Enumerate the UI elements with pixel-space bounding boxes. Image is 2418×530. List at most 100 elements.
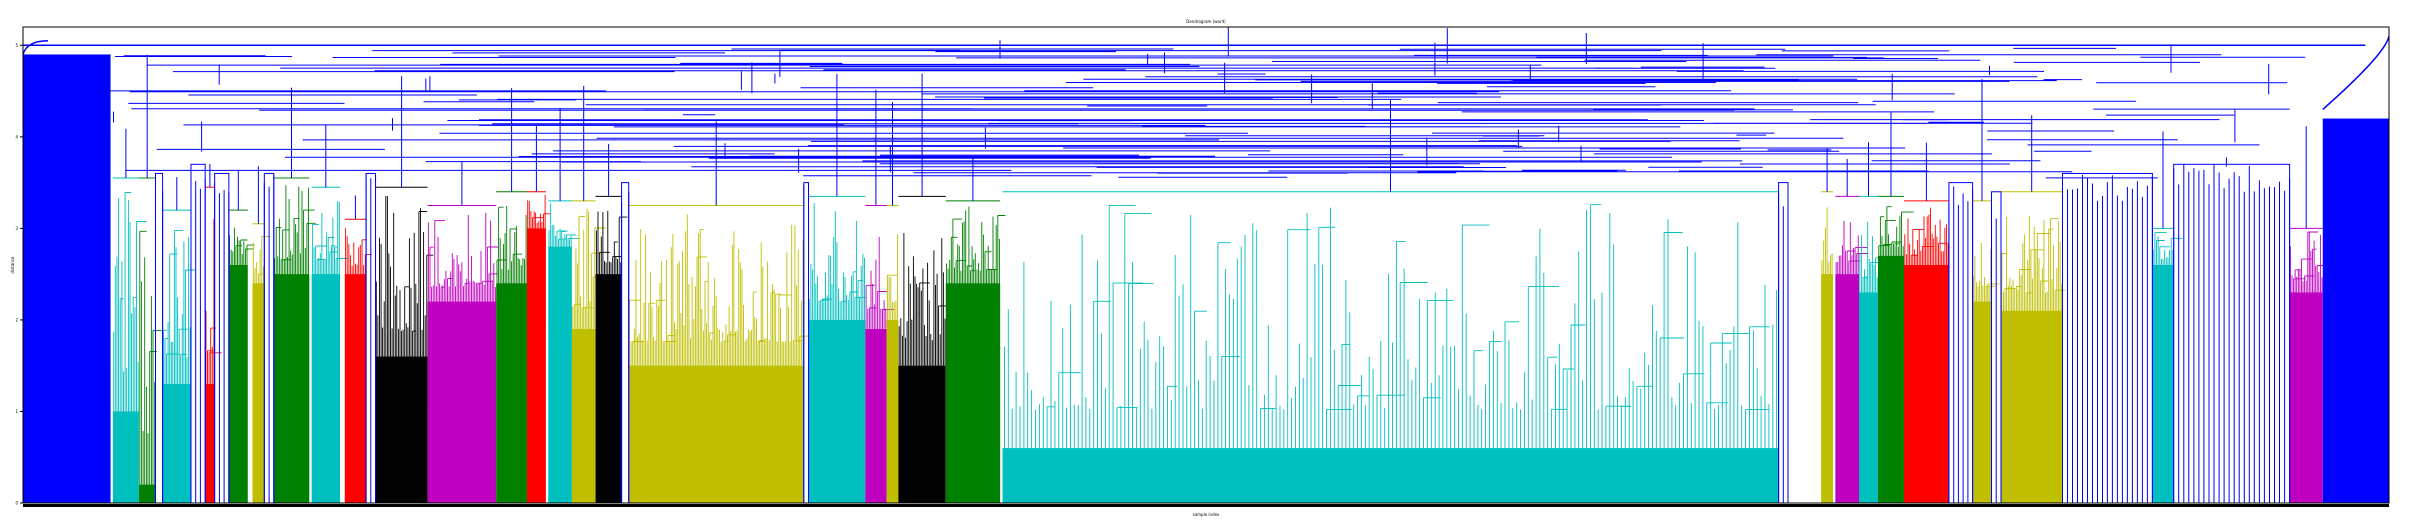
y-tick-label: 4 (15, 134, 18, 139)
cluster-7 (273, 177, 316, 503)
cluster-leaf-block (898, 365, 946, 503)
cluster-21 (898, 195, 948, 503)
cluster-6 (252, 223, 271, 503)
upper-merge-lines (77, 47, 2306, 179)
cluster-11 (427, 205, 499, 503)
cluster-leaf-block (1972, 301, 1992, 503)
cluster-branches (898, 233, 948, 476)
cluster-branches (113, 192, 147, 503)
cluster-branches (427, 212, 499, 411)
cluster-12 (496, 191, 527, 503)
cluster-28 (1903, 200, 1949, 503)
cluster-branches (527, 194, 551, 332)
root-right-curve (2322, 35, 2390, 110)
cluster-13 (526, 191, 551, 503)
cluster-branches (274, 185, 316, 383)
cluster-16 (595, 195, 628, 503)
y-axis: 0 1 2 3 4 5 (15, 43, 23, 506)
gap-branches (1991, 194, 2002, 503)
cluster-branches (808, 202, 867, 423)
cluster-branches (496, 205, 527, 391)
dendrogram-tree (22, 26, 2390, 504)
y-axis-label: distance (10, 256, 15, 273)
cluster-branches (595, 210, 628, 359)
cluster-30 (2000, 191, 2066, 503)
y-tick-label: 0 (15, 501, 18, 506)
cluster-leaf-block (1002, 448, 1779, 503)
x-axis (23, 504, 2389, 507)
cluster-leaf-block (311, 274, 341, 503)
cluster-leaf-block (1877, 255, 1904, 503)
cluster-1 (112, 177, 147, 503)
cluster-branches (548, 203, 580, 357)
cluster-23 (1002, 191, 1779, 503)
cluster-8 (311, 186, 348, 503)
cluster-31 (2152, 227, 2183, 503)
cluster-branches (1878, 206, 1914, 366)
y-tick-label: 3 (15, 226, 18, 231)
cluster-branches (205, 219, 222, 469)
cluster-18 (808, 195, 867, 503)
cluster-leaf-block (1821, 274, 1833, 503)
cluster-leaf-block (2289, 292, 2323, 503)
cluster-29 (1972, 200, 2000, 503)
cluster-branches (1835, 221, 1868, 362)
cluster-branches (345, 228, 372, 377)
cluster-branches (946, 206, 1006, 391)
cluster-leaf-block (1903, 265, 1949, 503)
gap-branches (190, 166, 206, 503)
gap-branches (1778, 193, 1789, 503)
cluster-20 (886, 205, 899, 503)
cluster-branches (252, 235, 271, 393)
x-leaf-ticks (23, 504, 2389, 507)
cluster-4 (205, 186, 222, 503)
cluster-9 (344, 218, 372, 503)
cluster-branches (1972, 243, 2000, 405)
chart-title: Dendrogram (ward) (1186, 19, 1226, 24)
left-blue-region (23, 54, 111, 503)
cluster-branches (1821, 207, 1833, 381)
gap-branches (621, 192, 630, 503)
gap-branches (155, 190, 164, 503)
plot-frame (22, 26, 2390, 504)
cluster-branches (229, 227, 255, 372)
cluster-branches (139, 230, 163, 500)
cluster-leaf-block (252, 283, 265, 503)
cluster-branches (629, 214, 812, 475)
cluster-leaf-block (526, 228, 546, 503)
cluster-leaf-block (1859, 292, 1878, 503)
cluster-leaf-block (945, 283, 1001, 503)
upper-connectors (74, 26, 2307, 229)
cluster-branches (162, 230, 195, 494)
cluster-17 (628, 205, 812, 503)
cluster-5 (228, 209, 255, 503)
root-left-curve (22, 39, 49, 55)
cluster-branches (375, 196, 434, 459)
above-threshold-links (22, 26, 2390, 504)
cluster-26 (1859, 195, 1883, 503)
right-blue-region (2322, 118, 2389, 504)
y-tick-label: 2 (15, 317, 18, 322)
gap-branches (263, 175, 275, 503)
cluster-branches (1904, 207, 1949, 371)
gap-branches (2062, 175, 2153, 503)
cluster-leaf-block (228, 265, 248, 503)
cluster-25 (1835, 195, 1868, 503)
cluster-14 (548, 200, 580, 503)
cluster-leaf-block (162, 384, 191, 503)
gap-branches (803, 184, 809, 503)
cluster-3 (162, 209, 195, 503)
gap-branches (365, 173, 376, 503)
cluster-branches (886, 234, 899, 409)
y-tick-label: 5 (15, 43, 18, 48)
cluster-2 (138, 177, 163, 503)
gap-branches (214, 183, 230, 503)
cluster-branches (1004, 204, 1778, 503)
cluster-leaf-block (628, 365, 804, 503)
cluster-leaf-block (205, 384, 215, 503)
cluster-leaf-block (886, 319, 899, 503)
cluster-branches (2152, 232, 2183, 373)
cluster-22 (945, 200, 1006, 503)
cluster-branches (865, 237, 895, 432)
